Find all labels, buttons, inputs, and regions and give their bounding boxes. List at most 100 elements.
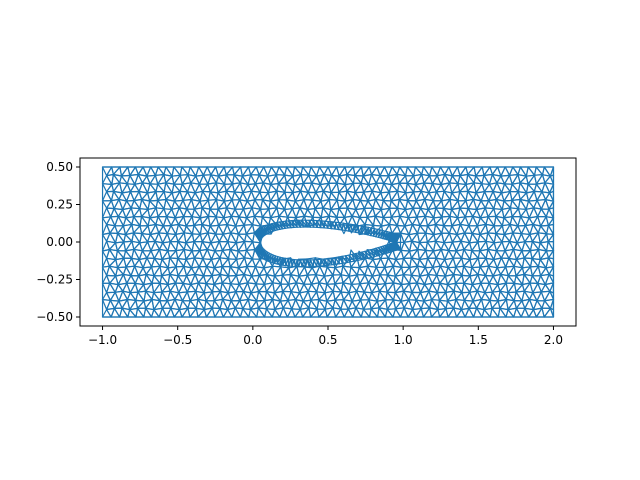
mesh-triangle	[352, 199, 361, 211]
mesh-triangle	[157, 198, 167, 210]
mesh-triangle	[375, 182, 385, 194]
mesh-triangle	[344, 173, 354, 186]
mesh-triangle	[408, 299, 417, 310]
mesh-triangle	[433, 223, 443, 236]
mesh-triangle	[167, 273, 177, 286]
mesh-triangle	[512, 166, 521, 176]
mesh-triangle	[302, 182, 313, 193]
mesh-triangle	[215, 166, 225, 177]
mesh-triangle	[191, 233, 201, 243]
mesh-triangle	[230, 215, 240, 227]
mesh-triangle	[126, 199, 135, 209]
mesh-triangle	[352, 166, 362, 177]
mesh-triangle	[191, 249, 201, 259]
mesh-triangle	[157, 216, 168, 227]
mesh-triangle	[310, 166, 321, 177]
mesh-triangle	[411, 291, 422, 301]
mesh-triangle	[368, 166, 378, 176]
mesh-triangle	[350, 266, 360, 276]
mesh-triangle	[449, 182, 459, 194]
y-tick-label: 0.25	[46, 198, 73, 212]
mesh-triangle	[527, 183, 537, 192]
mesh-triangle	[263, 166, 272, 177]
mesh-triangle	[334, 299, 345, 310]
mesh-triangle	[207, 199, 218, 210]
mesh-triangle	[416, 215, 426, 227]
mesh-triangle	[384, 282, 395, 293]
mesh-triangle	[489, 299, 499, 309]
mesh-triangle	[215, 233, 224, 243]
hole-boundary-triangle	[254, 241, 261, 251]
mesh-triangle	[359, 199, 369, 209]
mesh-triangle	[455, 299, 465, 311]
mesh-triangle	[127, 166, 137, 176]
mesh-triangle	[408, 282, 418, 293]
mesh-triangle	[255, 166, 265, 176]
mesh-triangle	[503, 183, 513, 193]
mesh-triangle	[465, 166, 475, 176]
mesh-triangle	[327, 166, 338, 176]
mesh-triangle	[246, 265, 256, 277]
mesh-triangle	[521, 257, 532, 269]
mesh-triangle	[473, 182, 483, 194]
mesh-triangle	[520, 233, 531, 243]
y-tick-label: 0.00	[46, 235, 73, 249]
mesh-triangle	[512, 232, 522, 244]
mesh-triangle	[158, 225, 168, 235]
mesh-triangle	[328, 199, 338, 211]
mesh-triangle	[432, 200, 443, 209]
mesh-triangle	[303, 199, 313, 210]
mesh-triangle	[457, 183, 467, 193]
mesh-triangle	[230, 283, 240, 293]
mesh-triangle	[181, 166, 191, 176]
mesh-triangle	[198, 183, 209, 192]
mesh-triangle	[401, 274, 410, 286]
mesh-triangle	[182, 199, 193, 210]
mesh-triangle	[181, 300, 191, 309]
mesh-triangle	[167, 257, 177, 269]
mesh-triangle	[111, 166, 121, 176]
mesh-triangle	[391, 166, 401, 175]
mesh-triangle	[417, 248, 427, 261]
mesh-triangle	[352, 182, 362, 194]
mesh-triangle	[497, 166, 506, 177]
mesh-triangle	[431, 166, 441, 177]
mesh-triangle	[432, 240, 442, 252]
x-tick-label: −1.0	[88, 333, 117, 347]
mesh-triangle	[471, 250, 481, 259]
mesh-triangle	[359, 216, 368, 226]
mesh-triangle	[247, 166, 257, 176]
mesh-triangle	[464, 232, 473, 244]
mesh-plot	[101, 166, 555, 318]
mesh-triangle	[424, 266, 434, 276]
mesh-triangle	[464, 215, 474, 227]
mesh-triangle	[134, 166, 144, 176]
mesh-triangle	[159, 300, 168, 309]
mesh-triangle	[270, 166, 280, 176]
mesh-triangle	[511, 198, 521, 210]
mesh-triangle	[481, 183, 490, 193]
mesh-triangle	[439, 166, 450, 175]
mesh-triangle	[407, 200, 417, 209]
mesh-triangle	[521, 250, 531, 259]
mesh-triangle	[199, 207, 209, 219]
mesh-triangle	[319, 265, 328, 277]
mesh-triangle	[149, 183, 159, 193]
mesh-triangle	[447, 266, 457, 276]
mesh-triangle	[126, 183, 136, 193]
x-tick-label: 2.0	[544, 333, 563, 347]
mesh-triangle	[287, 299, 297, 310]
mesh-triangle	[101, 282, 111, 294]
x-tick-label: 0.0	[243, 333, 262, 347]
mesh-triangle	[101, 166, 113, 177]
mesh-triangle	[173, 183, 183, 192]
mesh-triangle	[431, 175, 442, 186]
mesh-triangle	[504, 166, 514, 176]
mesh-triangle	[175, 265, 185, 277]
mesh-triangle	[197, 282, 207, 294]
y-tick-label: 0.50	[46, 160, 73, 174]
mesh-triangle	[101, 183, 113, 193]
mesh-triangle	[536, 300, 546, 309]
x-tick-label: 1.5	[469, 333, 488, 347]
mesh-triangle	[221, 248, 231, 260]
